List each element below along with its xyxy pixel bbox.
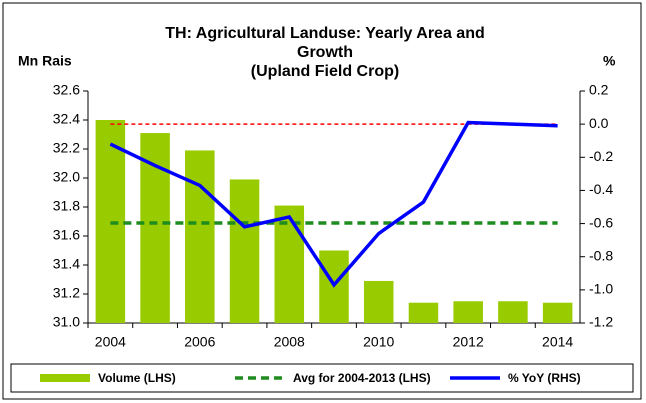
y-tick-label: 31.8 [53,198,80,214]
x-tick-label: 2012 [453,334,484,350]
y2-tick-label: -1.2 [589,314,613,330]
bar [229,179,260,323]
bar [274,205,305,323]
y2-tick-label: -1.0 [589,281,613,297]
bar [498,301,528,323]
bar [363,280,394,323]
bar [542,302,573,323]
chart-subtitle: (Upland Field Crop) [250,63,400,80]
legend-label: % YoY (RHS) [508,371,581,385]
x-tick-label: 2004 [95,334,126,350]
series-line [109,120,558,288]
y-axis-label: Mn Rais [18,53,72,69]
chart-title: TH: Agricultural Landuse: Yearly Area an… [165,25,485,61]
bar [185,150,215,323]
y2-tick-label: 0.0 [589,115,609,131]
x-tick-label: 2008 [274,334,305,350]
bar [408,302,439,323]
x-tick-label: 2014 [542,334,573,350]
y2-tick-label: -0.6 [589,214,613,230]
x-tick-label: 2010 [363,334,394,350]
legend-swatch [40,374,90,382]
y2-tick-label: -0.2 [589,148,613,164]
y-tick-label: 31.4 [53,256,80,272]
y-tick-label: 31.2 [53,285,80,301]
title-block: TH: Agricultural Landuse: Yearly Area an… [160,24,490,81]
y-tick-label: 32.0 [53,169,80,185]
y2-axis-label: % [603,53,616,69]
y-tick-label: 31.6 [53,227,80,243]
y2-tick-label: -0.8 [589,247,613,263]
y2-tick-label: 0.2 [589,82,609,98]
y-tick-label: 32.4 [53,111,80,127]
legend-box [10,363,634,393]
frame [2,2,642,400]
y-tick-label: 31.0 [53,314,80,330]
legend-label: Volume (LHS) [98,371,176,385]
bar [453,301,483,323]
legend-label: Avg for 2004-2013 (LHS) [293,371,431,385]
y-tick-label: 32.2 [53,140,80,156]
y2-tick-label: -0.4 [589,181,613,197]
x-tick-label: 2006 [184,334,215,350]
y-tick-label: 32.6 [53,82,80,98]
